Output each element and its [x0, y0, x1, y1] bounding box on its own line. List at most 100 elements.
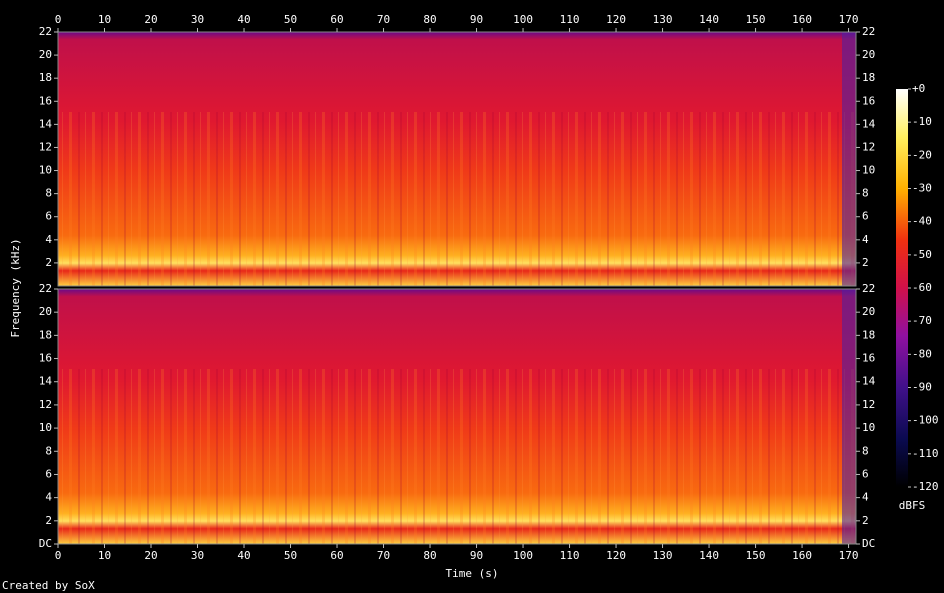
x-tick-label-top: 10 — [98, 13, 111, 26]
colorbar-tick-label: -110 — [912, 447, 939, 460]
y-tick-label: 2 — [45, 256, 52, 269]
colorbar-tick-label: -60 — [912, 281, 932, 294]
x-tick-label-top: 20 — [144, 13, 157, 26]
x-tick-label-bottom: 80 — [423, 549, 436, 562]
x-tick-label-bottom: 150 — [746, 549, 766, 562]
y-tick-label: 12 — [39, 140, 52, 153]
y-tick-label: 20 — [39, 48, 52, 61]
colorbar-tick-label: -50 — [912, 248, 932, 261]
colorbar-tick-label: -90 — [912, 381, 932, 394]
x-tick-label-top: 160 — [792, 13, 812, 26]
y-tick-label: 20 — [39, 305, 52, 318]
y-tick-label: 12 — [39, 398, 52, 411]
x-tick-label-top: 0 — [55, 13, 62, 26]
x-tick-label-bottom: 10 — [98, 549, 111, 562]
x-tick-label-top: 140 — [699, 13, 719, 26]
y-tick-label-right: 14 — [862, 117, 876, 130]
spectrogram-fade — [842, 289, 856, 544]
x-tick-label-bottom: 30 — [191, 549, 204, 562]
footer: Created by SoX — [2, 579, 95, 592]
y-tick-label: 10 — [39, 164, 52, 177]
y-tick-label: 14 — [39, 375, 53, 388]
y-tick-label: 8 — [45, 444, 52, 457]
colorbar-tick-label: -40 — [912, 215, 932, 228]
colorbar-tick-label: -30 — [912, 182, 932, 195]
y-tick-label: 18 — [39, 71, 52, 84]
x-tick-label-bottom: 0 — [55, 549, 62, 562]
y-tick-label-right: 8 — [862, 444, 869, 457]
x-tick-label-top: 100 — [513, 13, 533, 26]
x-tick-label-top: 40 — [237, 13, 250, 26]
x-tick-label-bottom: 100 — [513, 549, 533, 562]
y-tick-label-right: 6 — [862, 210, 869, 223]
x-tick-label-top: 30 — [191, 13, 204, 26]
x-tick-label-top: 60 — [330, 13, 343, 26]
y-tick-label-right: 4 — [862, 491, 869, 504]
x-tick-label-bottom: 160 — [792, 549, 812, 562]
y-tick-label: 14 — [39, 117, 53, 130]
y-tick-label-right: 18 — [862, 71, 875, 84]
spectrogram-fade — [842, 32, 856, 286]
y-tick-label: 22 — [39, 282, 52, 295]
y-tick-label: 22 — [39, 25, 52, 38]
x-tick-label-top: 170 — [839, 13, 859, 26]
y-tick-label: 4 — [45, 491, 52, 504]
y-tick-label-right: 2 — [862, 256, 869, 269]
x-tick-label-bottom: 140 — [699, 549, 719, 562]
colorbar-tick-label: -20 — [912, 148, 932, 161]
x-tick-label-top: 50 — [284, 13, 297, 26]
y-tick-label-right: 22 — [862, 282, 875, 295]
x-tick-label-bottom: 130 — [653, 549, 673, 562]
y-tick-label-right: 16 — [862, 352, 875, 365]
y-tick-label-right: 18 — [862, 328, 875, 341]
x-tick-label-top: 90 — [470, 13, 483, 26]
x-tick-label-bottom: 110 — [560, 549, 580, 562]
y-tick-label: 2 — [45, 514, 52, 527]
x-tick-label-bottom: 120 — [606, 549, 626, 562]
y-tick-label-right: 14 — [862, 375, 876, 388]
x-axis-label: Time (s) — [446, 567, 499, 580]
y-tick-label: DC — [39, 537, 52, 550]
colorbar-tick-label: -70 — [912, 314, 932, 327]
x-tick-label-top: 130 — [653, 13, 673, 26]
x-tick-label-top: 110 — [560, 13, 580, 26]
colorbar-tick-label: -100 — [912, 414, 939, 427]
y-tick-label: 4 — [45, 233, 52, 246]
x-tick-label-bottom: 20 — [144, 549, 157, 562]
y-tick-label-right: 20 — [862, 305, 875, 318]
colorbar-label: dBFS — [899, 499, 926, 512]
colorbar-tick-label: -10 — [912, 115, 932, 128]
y-tick-label-right: 22 — [862, 25, 875, 38]
y-tick-label: 18 — [39, 328, 52, 341]
colorbar-tick-label: -80 — [912, 347, 932, 360]
x-tick-label-bottom: 60 — [330, 549, 343, 562]
y-tick-label: 6 — [45, 467, 52, 480]
x-tick-label-bottom: 170 — [839, 549, 859, 562]
x-tick-label-bottom: 70 — [377, 549, 390, 562]
colorbar — [896, 89, 908, 487]
y-tick-label: 16 — [39, 94, 52, 107]
y-tick-label: 10 — [39, 421, 52, 434]
colorbar-tick-label: +0 — [912, 82, 925, 95]
spectrogram-texture — [58, 369, 856, 544]
colorbar-tick-label: -120 — [912, 480, 939, 493]
y-tick-label-right: 16 — [862, 94, 875, 107]
y-tick-label-right: 2 — [862, 514, 869, 527]
x-tick-label-top: 120 — [606, 13, 626, 26]
y-tick-label-right: 8 — [862, 187, 869, 200]
x-tick-label-top: 80 — [423, 13, 436, 26]
x-tick-label-top: 150 — [746, 13, 766, 26]
y-tick-label: 8 — [45, 187, 52, 200]
x-tick-label-bottom: 40 — [237, 549, 250, 562]
y-tick-label-right: DC — [862, 537, 875, 550]
y-tick-label-right: 4 — [862, 233, 869, 246]
y-axis-label: Frequency (kHz) — [9, 238, 22, 337]
y-tick-label-right: 6 — [862, 467, 869, 480]
y-tick-label-right: 20 — [862, 48, 875, 61]
y-tick-label-right: 10 — [862, 164, 875, 177]
y-tick-label: 16 — [39, 352, 52, 365]
x-tick-label-top: 70 — [377, 13, 390, 26]
panel-frame — [57, 31, 857, 287]
